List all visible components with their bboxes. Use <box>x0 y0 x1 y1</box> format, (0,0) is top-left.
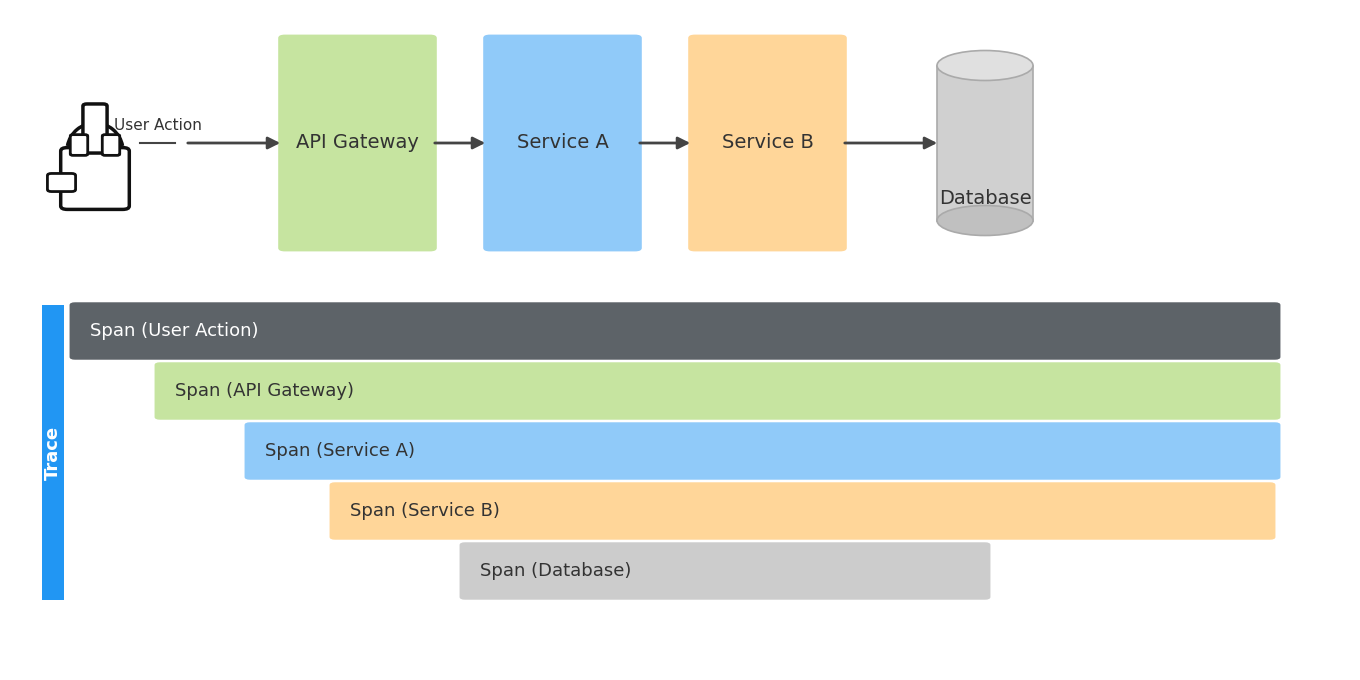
FancyBboxPatch shape <box>48 173 76 192</box>
Text: Span (API Gateway): Span (API Gateway) <box>175 382 354 400</box>
Text: Span (User Action): Span (User Action) <box>90 322 258 340</box>
Text: Service A: Service A <box>517 133 608 152</box>
FancyBboxPatch shape <box>483 35 642 252</box>
FancyBboxPatch shape <box>155 362 1281 420</box>
Text: User Action: User Action <box>114 118 201 133</box>
FancyBboxPatch shape <box>71 135 87 155</box>
Text: Database: Database <box>938 188 1031 207</box>
Bar <box>42 305 64 600</box>
Text: Span (Service B): Span (Service B) <box>350 502 500 520</box>
Ellipse shape <box>937 50 1034 80</box>
FancyBboxPatch shape <box>69 303 1281 360</box>
Text: Span (Service A): Span (Service A) <box>265 442 415 460</box>
FancyBboxPatch shape <box>329 482 1276 540</box>
FancyBboxPatch shape <box>688 35 847 252</box>
Text: Span (Database): Span (Database) <box>480 562 631 580</box>
FancyBboxPatch shape <box>245 422 1281 479</box>
FancyBboxPatch shape <box>61 148 129 209</box>
Text: Trace: Trace <box>44 426 63 479</box>
FancyBboxPatch shape <box>102 135 120 155</box>
Text: API Gateway: API Gateway <box>296 133 419 152</box>
Ellipse shape <box>937 205 1034 235</box>
FancyBboxPatch shape <box>460 542 990 600</box>
FancyBboxPatch shape <box>279 35 437 252</box>
Bar <box>937 65 1034 220</box>
FancyBboxPatch shape <box>83 104 107 153</box>
Text: Service B: Service B <box>722 133 813 152</box>
